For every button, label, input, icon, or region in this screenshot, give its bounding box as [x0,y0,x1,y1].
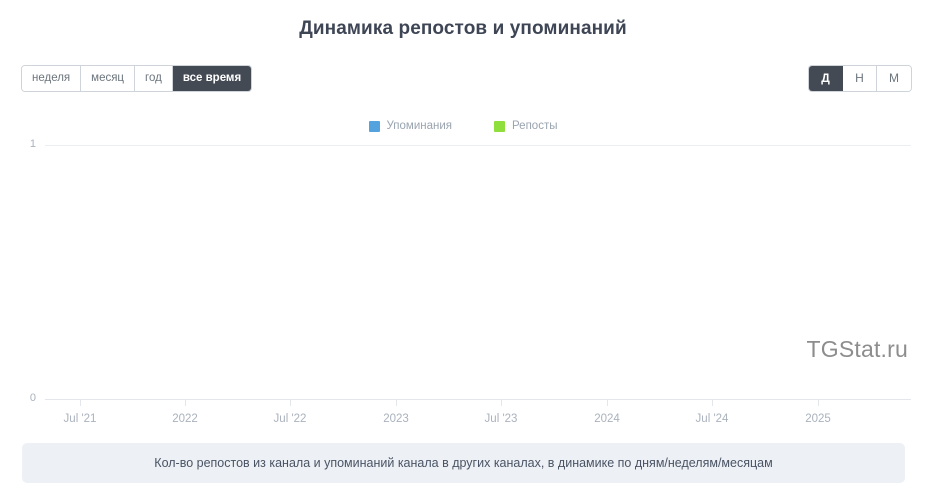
x-axis-tick-label: Jul '21 [63,413,97,425]
gridline-baseline [45,399,911,400]
x-axis-tick-label: Jul '23 [484,413,518,425]
granularity-button-group: Д Н М [809,66,911,91]
legend-label-reposts: Репосты [512,120,558,132]
range-button-week[interactable]: неделя [22,66,82,91]
range-button-month[interactable]: месяц [81,66,136,91]
page-title: Динамика репостов и упоминаний [299,18,627,39]
x-axis-tick-mark [818,400,819,406]
chart-legend: Упоминания Репосты [0,120,926,132]
x-axis-tick-mark [185,400,186,406]
legend-swatch-reposts [494,120,506,132]
time-range-button-group: неделя месяц год все время [22,66,252,91]
granularity-button-week[interactable]: Н [843,66,877,91]
x-axis-tick-label: 2024 [594,413,620,425]
gridline-top [45,145,911,146]
x-axis-tick-mark [396,400,397,406]
x-axis-tick-label: Jul '22 [273,413,307,425]
legend-item-mentions[interactable]: Упоминания [368,120,453,132]
legend-label-mentions: Упоминания [386,120,453,132]
granularity-button-day[interactable]: Д [809,66,843,91]
legend-item-reposts[interactable]: Репосты [494,120,557,132]
x-axis-tick-mark [80,400,81,406]
y-axis-tick-1: 1 [29,138,36,150]
chart-description-note: Кол-во репостов из канала и упоминаний к… [22,443,905,483]
x-axis-tick-label: 2025 [805,413,831,425]
range-button-year[interactable]: год [135,66,173,91]
chart-plot-area[interactable]: Jul '21 2022 Jul '22 2023 Jul '23 2024 J… [45,145,911,425]
tgstat-watermark: TGStat.ru [806,336,908,362]
x-axis-tick-mark [607,400,608,406]
granularity-button-month[interactable]: М [877,66,911,91]
x-axis-tick-mark [290,400,291,406]
x-axis-tick-label: Jul '24 [695,413,729,425]
x-axis-tick-mark [712,400,713,406]
chart-container: Упоминания Репосты 1 0 Jul '21 2022 Jul … [0,104,926,434]
x-axis-tick-mark [501,400,502,406]
range-button-all-time[interactable]: все время [172,66,252,91]
x-axis-tick-label: 2022 [172,413,198,425]
legend-swatch-mentions [368,120,380,132]
chart-toolbar: неделя месяц год все время Д Н М [0,66,926,92]
y-axis-tick-0: 0 [29,392,36,404]
x-axis-tick-label: 2023 [383,413,409,425]
